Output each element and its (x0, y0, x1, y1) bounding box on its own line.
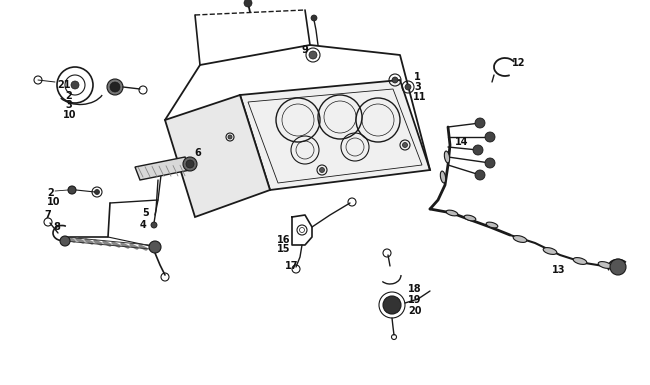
Ellipse shape (440, 171, 446, 183)
Circle shape (183, 157, 197, 171)
Text: 17: 17 (285, 261, 298, 271)
Text: 5: 5 (142, 208, 149, 218)
Text: 19: 19 (408, 295, 421, 305)
Circle shape (610, 259, 626, 275)
Text: 2: 2 (47, 188, 54, 198)
Circle shape (68, 186, 76, 194)
Circle shape (151, 222, 157, 228)
Circle shape (309, 51, 317, 59)
Circle shape (485, 132, 495, 142)
Text: 3: 3 (65, 100, 72, 110)
Ellipse shape (445, 151, 450, 163)
Circle shape (71, 81, 79, 89)
Circle shape (228, 135, 232, 139)
Text: 7: 7 (44, 210, 51, 220)
Circle shape (475, 170, 485, 180)
Polygon shape (135, 157, 190, 180)
Text: 11: 11 (413, 92, 426, 102)
Ellipse shape (543, 248, 557, 254)
Text: 10: 10 (47, 197, 60, 207)
Text: 18: 18 (408, 284, 422, 294)
Ellipse shape (446, 210, 458, 216)
Text: 9: 9 (301, 45, 307, 55)
Circle shape (392, 77, 398, 83)
Circle shape (244, 0, 252, 7)
Text: 21: 21 (57, 80, 70, 90)
Text: 1: 1 (414, 72, 421, 82)
Circle shape (405, 84, 411, 90)
Text: 6: 6 (194, 148, 201, 158)
Circle shape (320, 167, 324, 172)
Ellipse shape (573, 258, 587, 264)
Text: 2: 2 (65, 91, 72, 101)
Circle shape (107, 79, 123, 95)
Text: 8: 8 (53, 222, 60, 232)
Circle shape (475, 118, 485, 128)
Circle shape (383, 296, 401, 314)
Ellipse shape (514, 236, 526, 243)
Ellipse shape (486, 222, 498, 228)
Polygon shape (240, 80, 430, 190)
Text: 15: 15 (277, 244, 291, 254)
Circle shape (402, 142, 408, 147)
Circle shape (94, 189, 99, 194)
Ellipse shape (464, 215, 476, 221)
Text: 10: 10 (63, 110, 77, 120)
Text: 14: 14 (455, 137, 469, 147)
Ellipse shape (598, 261, 612, 268)
Circle shape (485, 158, 495, 168)
Text: 4: 4 (140, 220, 147, 230)
Text: 13: 13 (552, 265, 566, 275)
Circle shape (110, 82, 120, 92)
Circle shape (60, 236, 70, 246)
Circle shape (149, 241, 161, 253)
Circle shape (186, 160, 194, 168)
Circle shape (311, 15, 317, 21)
Text: 16: 16 (277, 235, 291, 245)
Text: 3: 3 (414, 82, 421, 92)
Text: 12: 12 (512, 58, 525, 68)
Text: 20: 20 (408, 306, 421, 316)
Circle shape (473, 145, 483, 155)
Polygon shape (165, 95, 270, 217)
